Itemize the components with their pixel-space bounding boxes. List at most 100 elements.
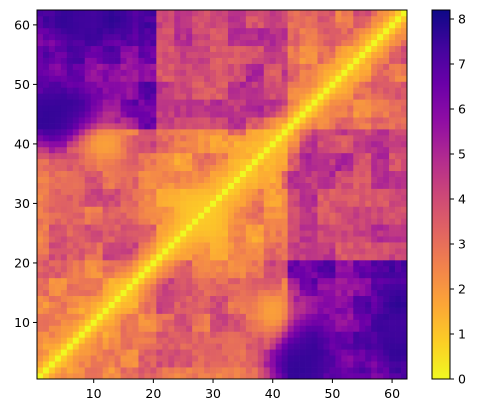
heatmap-cell xyxy=(251,259,259,267)
heatmap-cell xyxy=(186,129,193,136)
heatmap-cell xyxy=(245,188,253,195)
heatmap-cell xyxy=(293,188,300,195)
heatmap-cell xyxy=(227,265,235,273)
heatmap-cell xyxy=(156,373,163,380)
heatmap-cell xyxy=(353,319,360,326)
heatmap-cell xyxy=(180,27,187,35)
heatmap-cell xyxy=(233,170,241,177)
heatmap-cell xyxy=(138,63,145,70)
heatmap-cell xyxy=(275,248,283,255)
heatmap-cell xyxy=(90,301,98,308)
heatmap-cell xyxy=(192,349,199,356)
heatmap-cell xyxy=(251,271,259,279)
heatmap-cell xyxy=(66,325,74,332)
heatmap-cell xyxy=(335,230,342,237)
heatmap-cell xyxy=(198,45,205,53)
heatmap-cell xyxy=(329,57,336,64)
heatmap-cell xyxy=(347,337,354,344)
heatmap-cell xyxy=(66,75,74,82)
heatmap-cell xyxy=(60,271,68,279)
heatmap-cell xyxy=(251,140,259,148)
heatmap-cell xyxy=(37,337,44,344)
heatmap-cell xyxy=(186,146,193,154)
heatmap-cell xyxy=(138,170,145,177)
heatmap-cell xyxy=(245,146,253,154)
heatmap-cell xyxy=(180,331,187,338)
heatmap-cell xyxy=(144,242,151,249)
heatmap-cell xyxy=(216,254,223,261)
heatmap-cell xyxy=(299,349,306,356)
heatmap-cell xyxy=(269,45,277,53)
heatmap-cell xyxy=(401,373,408,380)
heatmap-cell xyxy=(144,188,151,195)
heatmap-cell xyxy=(305,331,312,338)
heatmap-cell xyxy=(168,259,175,267)
heatmap-cell xyxy=(323,39,330,47)
heatmap-cell xyxy=(269,188,277,195)
heatmap-cell xyxy=(37,117,44,124)
heatmap-cell xyxy=(60,325,68,332)
heatmap-cell xyxy=(54,51,62,58)
heatmap-cell xyxy=(174,218,181,225)
heatmap-cell xyxy=(317,361,324,368)
heatmap-cell xyxy=(66,289,74,297)
heatmap-cell xyxy=(227,182,235,189)
heatmap-cell xyxy=(120,194,127,201)
heatmap-cell xyxy=(251,325,259,332)
heatmap-cell xyxy=(204,75,211,82)
heatmap-cell xyxy=(174,81,181,88)
heatmap-cell xyxy=(42,27,50,35)
heatmap-cell xyxy=(359,87,366,94)
heatmap-cell xyxy=(371,164,378,172)
heatmap-cell xyxy=(42,200,50,207)
heatmap-cell xyxy=(347,27,354,35)
heatmap-cell xyxy=(156,111,163,118)
heatmap-cell xyxy=(341,170,348,177)
heatmap-cell xyxy=(269,51,277,58)
heatmap-cell xyxy=(126,140,133,148)
heatmap-cell xyxy=(102,75,109,82)
heatmap-cell xyxy=(305,283,312,291)
heatmap-cell xyxy=(245,349,253,356)
heatmap-cell xyxy=(395,367,402,374)
heatmap-cell xyxy=(210,146,217,154)
heatmap-cell xyxy=(353,15,360,23)
heatmap-cell xyxy=(233,254,241,261)
heatmap-cell xyxy=(162,69,169,76)
heatmap-cell xyxy=(341,265,348,273)
heatmap-cell xyxy=(126,15,133,23)
heatmap-cell xyxy=(222,307,229,314)
heatmap-cell xyxy=(233,367,241,374)
heatmap-cell xyxy=(395,99,402,106)
heatmap-cell xyxy=(299,51,306,58)
heatmap-cell xyxy=(227,254,235,261)
heatmap-cell xyxy=(395,265,402,273)
heatmap-cell xyxy=(90,277,98,285)
heatmap-cell xyxy=(138,117,145,124)
heatmap-cell xyxy=(377,87,384,94)
heatmap-cell xyxy=(377,212,384,219)
heatmap-cell xyxy=(84,236,92,243)
heatmap-cell xyxy=(216,289,223,297)
heatmap-cell xyxy=(192,117,199,124)
heatmap-cell xyxy=(66,69,74,76)
heatmap-cell xyxy=(66,99,74,106)
heatmap-cell xyxy=(335,57,342,64)
heatmap-cell xyxy=(359,254,366,261)
heatmap-cell xyxy=(138,271,145,279)
heatmap-cell xyxy=(281,111,288,118)
heatmap-cell xyxy=(305,188,312,195)
heatmap-cell xyxy=(54,99,62,106)
heatmap-cell xyxy=(299,123,306,130)
heatmap-cell xyxy=(174,265,181,273)
heatmap-cell xyxy=(192,75,199,82)
heatmap-cell xyxy=(269,10,277,17)
heatmap-cell xyxy=(287,319,294,326)
heatmap-cell xyxy=(233,15,241,23)
heatmap-cell xyxy=(227,81,235,88)
heatmap-cell xyxy=(359,248,366,255)
heatmap-cell xyxy=(192,283,199,291)
heatmap-cell xyxy=(192,51,199,58)
heatmap-cell xyxy=(162,45,169,53)
heatmap-cell xyxy=(78,289,86,297)
